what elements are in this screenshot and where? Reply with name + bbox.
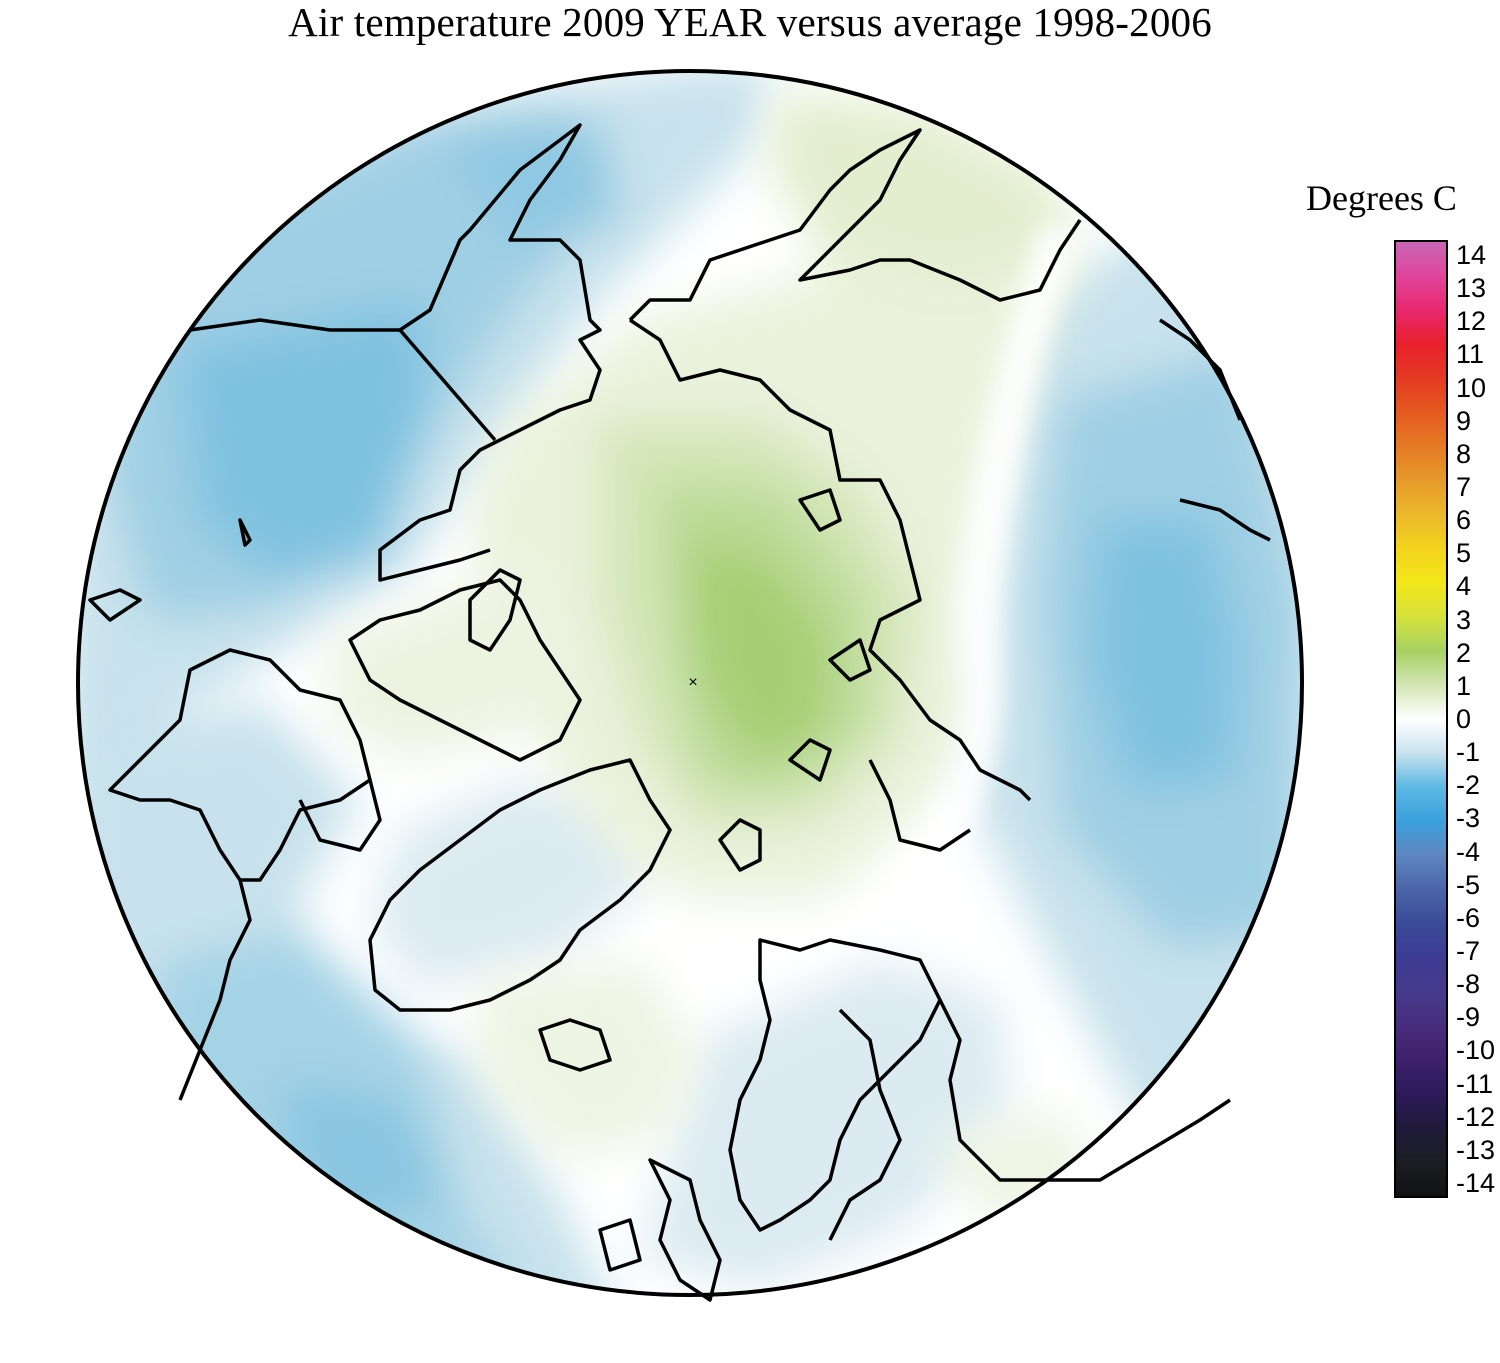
legend-unit-label: Degrees C [1306, 178, 1457, 218]
colorbar-tick-label: 3 [1456, 604, 1472, 635]
coastlines [88, 123, 1271, 1302]
colorbar-tick-label: -3 [1456, 803, 1481, 834]
colorbar-tick-label: 6 [1456, 505, 1472, 536]
map-title: Air temperature 2009 YEAR versus average… [288, 0, 1212, 45]
coastline-britain [648, 1158, 722, 1302]
coastline-new-siberian [798, 488, 842, 532]
coastline-kamchatka-islands [238, 518, 252, 547]
coastline-hudson-bay [108, 648, 372, 882]
coastline-greenland [368, 758, 672, 1012]
colorbar-tick-label: -4 [1456, 836, 1481, 867]
colorbar-tick-label: -10 [1456, 1035, 1496, 1066]
colorbar-tick-label: -5 [1456, 869, 1481, 900]
colorbar-tick-label: -12 [1456, 1101, 1496, 1132]
colorbar-tick-label: 12 [1456, 306, 1487, 337]
coastline-ellesmere [468, 568, 522, 652]
colorbar-tick-label: -11 [1456, 1068, 1494, 1099]
colorbar-tick-label: 5 [1456, 538, 1472, 569]
coastline-baltic [828, 1008, 902, 1241]
coastline-canadian-archipelago [348, 578, 582, 762]
colorbar-tick-label: 4 [1456, 571, 1472, 602]
border-alaska-canada [398, 328, 497, 442]
coastline-ob-gulf [1179, 498, 1271, 542]
anomaly-field [78, 71, 1302, 1295]
coastline-siberia [629, 318, 1032, 802]
coastline-ireland [598, 1218, 642, 1272]
coastline-svalbard [718, 818, 762, 872]
coastline-kara [868, 759, 971, 852]
colorbar-tick-label: 0 [1456, 704, 1472, 734]
colorbar-tick-label: 14 [1456, 240, 1487, 270]
colorbar-tick-label: 7 [1456, 472, 1472, 502]
colorbar-tick-label: -14 [1456, 1168, 1496, 1198]
coastline-iceland [538, 1018, 612, 1072]
colorbar-tick-label: 13 [1456, 273, 1487, 304]
map-boundary [76, 69, 1304, 1297]
colorbar-tick-label: -7 [1456, 936, 1481, 966]
colorbar-tick-label: -9 [1456, 1002, 1481, 1033]
colorbar-tick-label: 11 [1456, 339, 1485, 370]
coastline-severnaya [828, 638, 872, 682]
colorbar-tick-label: 8 [1456, 438, 1472, 469]
colorbar-tick-label: 2 [1456, 637, 1472, 668]
north-pole-marker: × [688, 674, 697, 691]
colorbar-tick-label: -2 [1456, 770, 1481, 801]
colorbar-tick-label: 9 [1456, 405, 1472, 436]
coastline-aleutians [88, 588, 142, 622]
coastline-alaska [189, 123, 602, 582]
coastline-chukotka [628, 128, 1082, 322]
colorbar-tick-label: -8 [1456, 969, 1481, 1000]
negative-anomaly-zones [78, 71, 1302, 1295]
coastline-russia-west [938, 999, 1231, 1182]
colorbar-tick-label: -6 [1456, 902, 1481, 933]
coastline-franz-josef [788, 738, 832, 782]
colorbar-tick-label: 10 [1456, 372, 1487, 403]
colorbar-tick-label: -1 [1456, 737, 1481, 768]
coastline-baffin [298, 779, 382, 852]
coastline-canada-east [178, 879, 252, 1101]
colorbar [1394, 240, 1448, 1198]
coastline-scandinavia [728, 938, 942, 1232]
colorbar-tick-label: 1 [1456, 670, 1472, 701]
colorbar-tick-label: -13 [1456, 1134, 1496, 1165]
